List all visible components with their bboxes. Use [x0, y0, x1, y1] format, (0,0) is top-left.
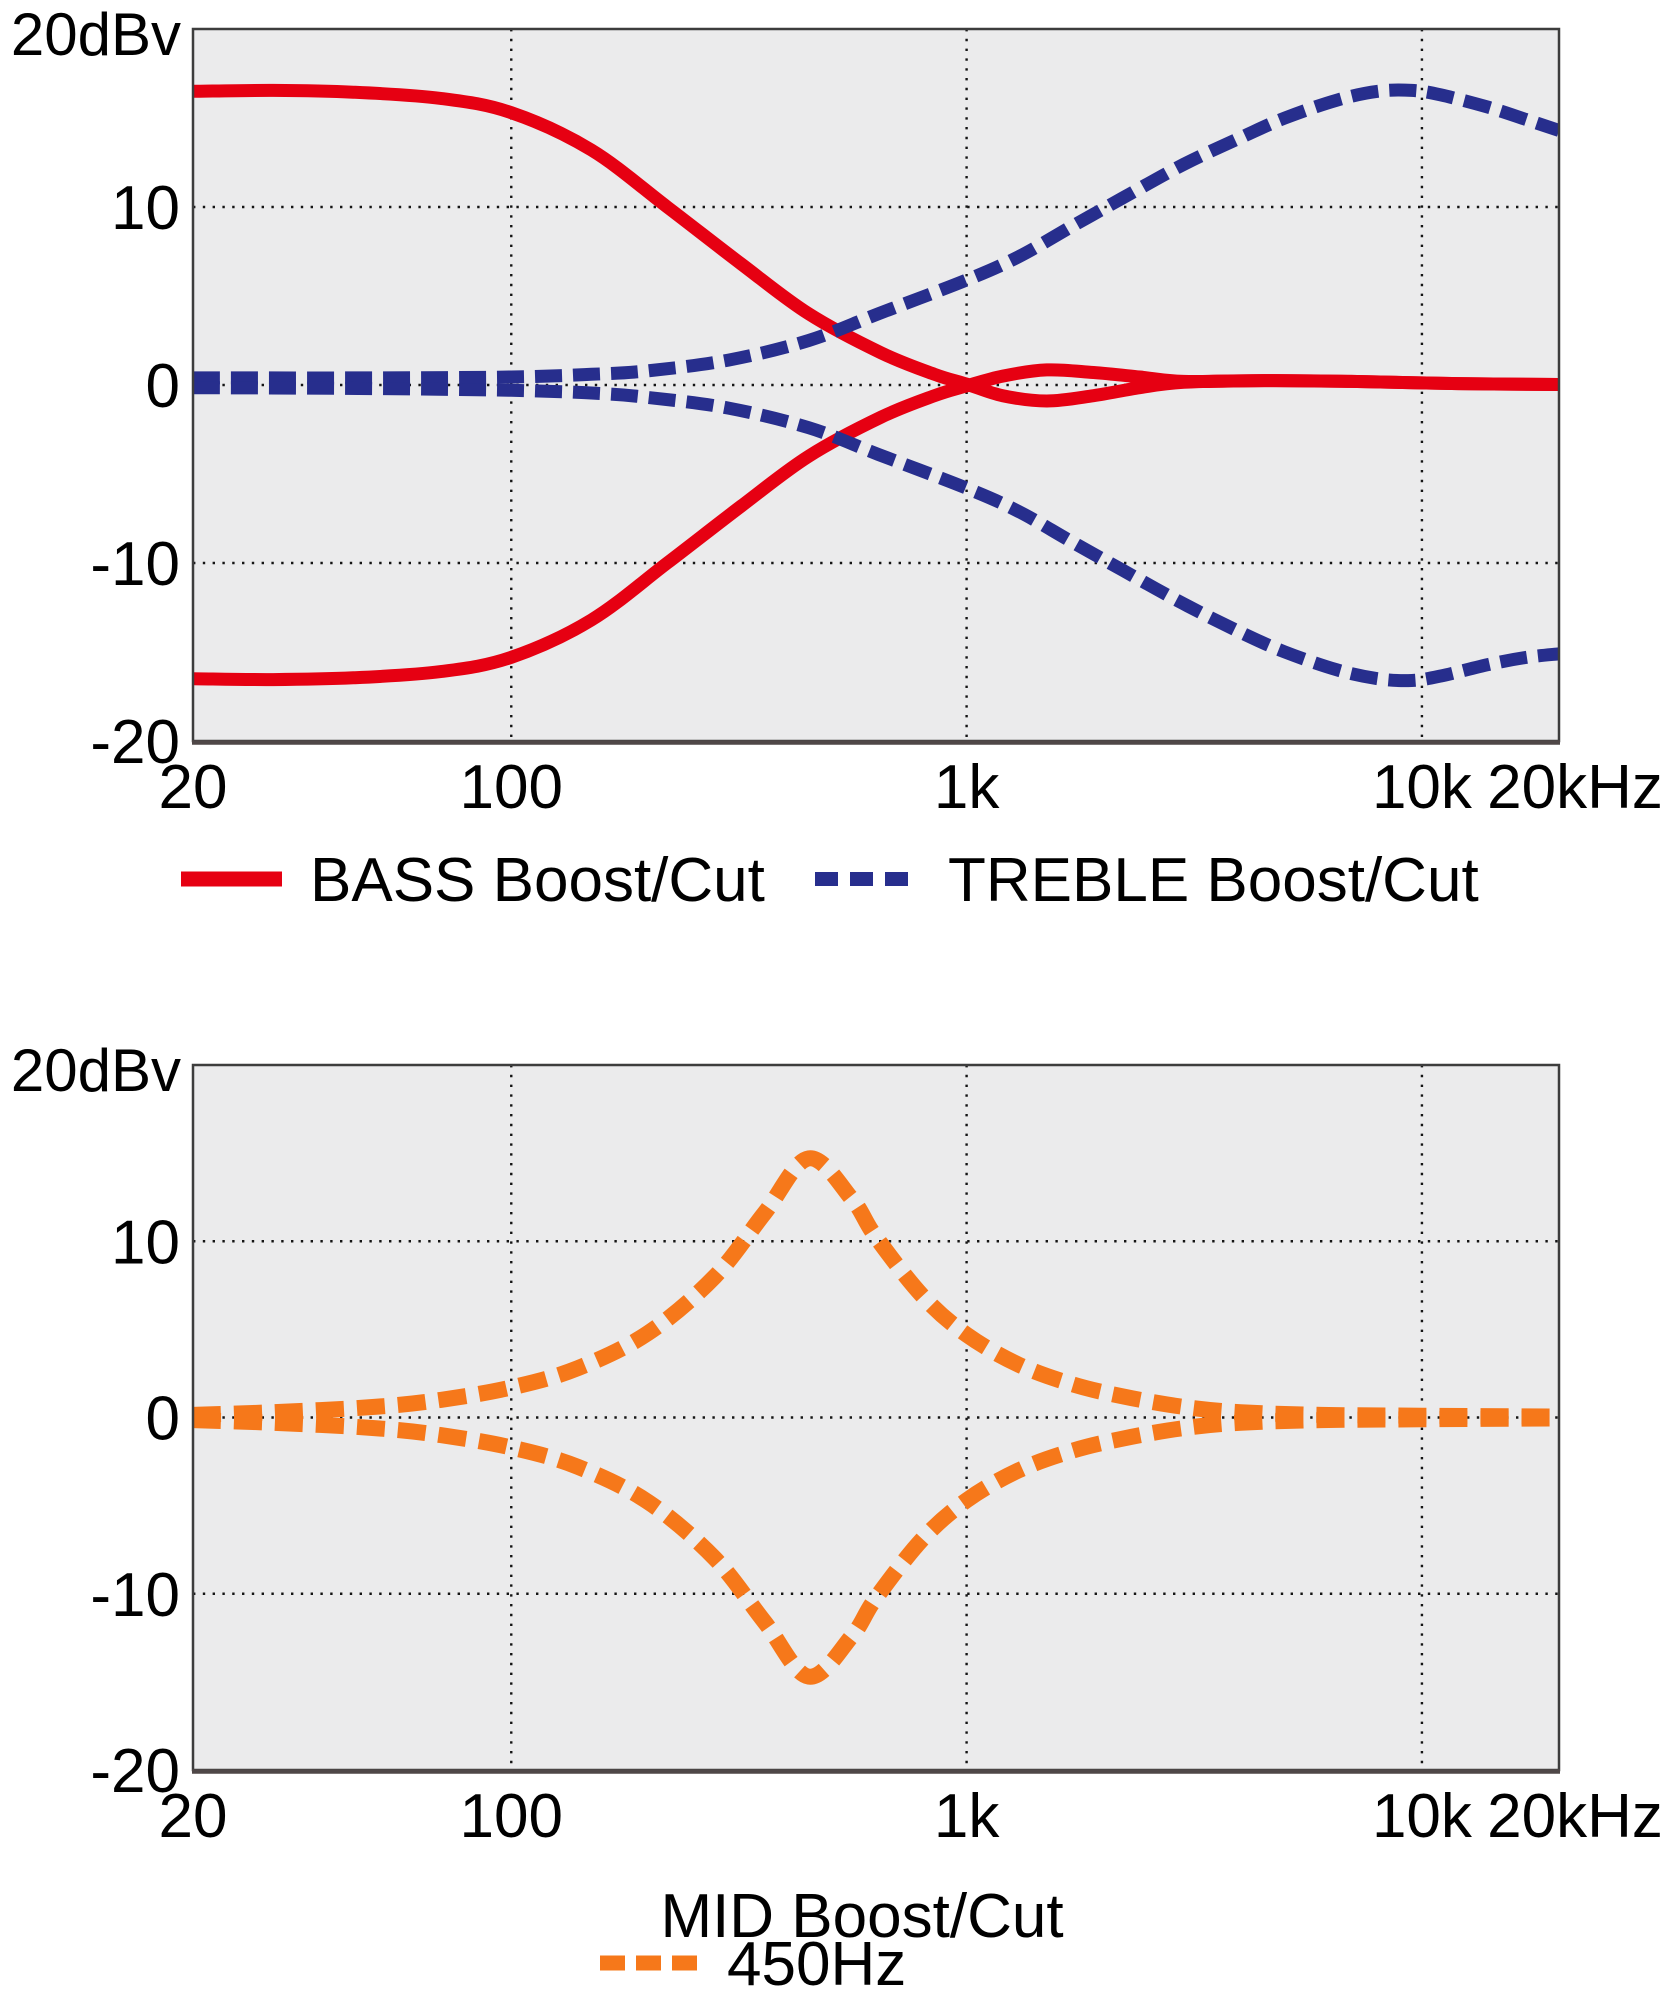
plot-area [193, 1065, 1559, 1770]
x-tick-label-10k: 10k [1372, 1782, 1473, 1851]
y-tick-label--20: -20 [90, 708, 180, 777]
x-axis-label: MID Boost/Cut [660, 1882, 1063, 1951]
x-tick-label-100: 100 [460, 1782, 563, 1851]
legend-swatch-dash-treble-boost-cut [815, 872, 838, 886]
y-tick-label-0: 0 [146, 352, 180, 421]
legend-swatch-dash-450hz [636, 1955, 661, 1971]
x-tick-label-1k: 1k [934, 753, 1000, 822]
legend-swatch-dash-450hz [600, 1955, 625, 1971]
legend: BASS Boost/Cut TREBLE Boost/Cut [181, 846, 1479, 915]
y-tick-label--10: -10 [90, 1561, 180, 1630]
bass-cut-curve [193, 363, 1559, 687]
mid-boost-curve [193, 1150, 1559, 1425]
x-tick-label-20kHz: 20kHz [1487, 753, 1663, 822]
treble-boost-curve [193, 83, 1559, 385]
x-tick-label-1k: 1k [934, 1782, 1000, 1851]
legend-swatch-dash-treble-boost-cut [885, 872, 908, 886]
y-tick-label--10: -10 [90, 530, 180, 599]
legend-swatch-dash-treble-boost-cut [850, 872, 873, 886]
treble-cut-curve [193, 381, 1559, 688]
legend-swatch-solid-bass-boost-cut [181, 871, 282, 887]
legend-swatch-dash-450hz [672, 1955, 697, 1971]
legend-label-450hz: 450Hz [727, 1930, 906, 1999]
y-tick-label-10: 10 [111, 1208, 180, 1277]
x-tick-label-20: 20 [159, 1782, 228, 1851]
y-tick-label-0: 0 [146, 1385, 180, 1454]
y-axis-unit-label: 20dBv [11, 1, 181, 68]
y-tick-label-10: 10 [111, 174, 180, 243]
legend: 450Hz [600, 1930, 906, 1999]
mid-cut-curve [193, 1410, 1559, 1685]
legend-label-bass-boost-cut: BASS Boost/Cut [310, 846, 765, 915]
x-tick-label-20kHz: 20kHz [1487, 1782, 1663, 1851]
x-tick-label-10k: 10k [1372, 753, 1473, 822]
x-tick-label-100: 100 [460, 753, 563, 822]
y-axis-unit-label: 20dBv [11, 1037, 181, 1104]
curves [193, 83, 1559, 688]
x-tick-label-20: 20 [159, 753, 228, 822]
curves [193, 1150, 1559, 1685]
legend-label-treble-boost-cut: TREBLE Boost/Cut [948, 846, 1479, 915]
y-tick-label--20: -20 [90, 1737, 180, 1806]
